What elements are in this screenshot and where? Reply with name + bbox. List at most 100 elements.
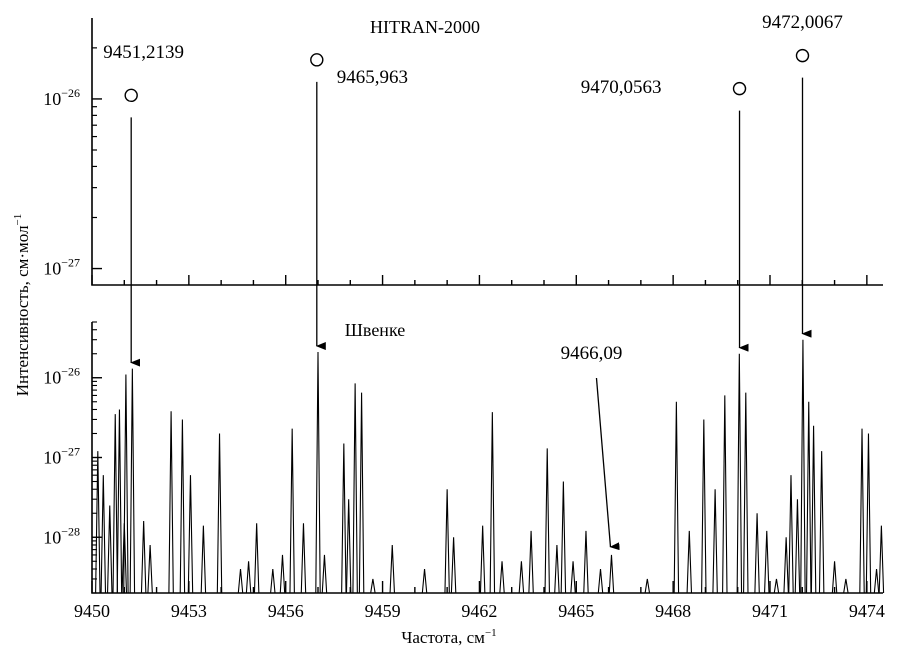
hitran-line-marker	[732, 81, 747, 96]
spectral-line	[754, 513, 760, 594]
spectral-line	[560, 481, 567, 594]
spectral-line	[843, 578, 849, 594]
spectral-line	[554, 544, 560, 594]
spectral-line	[831, 561, 838, 594]
spectral-line	[788, 475, 794, 594]
spectral-line	[300, 523, 307, 594]
spectral-line	[859, 428, 865, 594]
spectral-line	[644, 578, 651, 594]
spectral-line	[100, 475, 107, 594]
spectral-line	[673, 401, 680, 594]
spectral-line	[450, 537, 457, 594]
spectral-line	[743, 392, 749, 594]
spectral-line	[168, 411, 174, 594]
spectral-line	[140, 520, 147, 594]
spectral-line	[216, 433, 223, 594]
spectral-line	[321, 554, 328, 594]
hitran-line-annotation: 9470,0563	[581, 77, 662, 98]
bottom-y-tick-label: 10−28	[43, 524, 80, 547]
spectral-line	[245, 561, 252, 594]
x-tick-label: 9468	[655, 601, 691, 621]
spectral-line	[279, 554, 286, 594]
spectral-line	[444, 489, 450, 594]
x-tick-label: 9462	[461, 601, 497, 621]
schwenke-annotation-arrow	[595, 377, 620, 551]
schwenke-annotation: 9466,09	[561, 343, 623, 364]
spectral-line	[764, 530, 770, 594]
spectral-line	[421, 568, 428, 594]
spectral-line	[570, 561, 576, 594]
bottom-panel-title: Швенке	[345, 320, 405, 340]
spectral-line	[818, 451, 825, 594]
x-axis-label: Частота, см−1	[401, 627, 496, 647]
spectral-line	[315, 352, 321, 594]
spectral-line	[116, 409, 123, 594]
spectral-line	[370, 578, 376, 594]
spectral-line	[583, 530, 589, 594]
spectral-line	[489, 412, 496, 594]
spectral-line	[112, 414, 118, 594]
spectral-line	[608, 554, 615, 594]
spectral-line	[187, 475, 194, 594]
spectral-line	[479, 525, 486, 594]
x-tick-label: 9459	[365, 601, 401, 621]
spectral-line	[129, 368, 136, 594]
hitran-line-annotation: 9465,963	[337, 67, 408, 88]
spectral-line	[147, 544, 153, 594]
x-tick-label: 9471	[752, 601, 788, 621]
spectral-line	[358, 392, 365, 594]
spectral-line	[107, 505, 113, 594]
spectral-line	[237, 568, 244, 594]
top-panel-hitran: HITRAN-2000 10−26 10−27 9451,2139 9465,963 9…	[43, 12, 883, 286]
x-tick-label: 9465	[558, 601, 594, 621]
spectral-line	[200, 525, 207, 594]
spectral-line	[686, 530, 693, 594]
bottom-y-tick-label: 10−27	[43, 445, 80, 468]
x-tick-label: 9453	[171, 601, 207, 621]
top-y-tick-label: 10−26	[43, 86, 80, 109]
bottom-y-tick-label: 10−26	[43, 365, 80, 388]
x-tick-label: 9450	[74, 601, 110, 621]
top-panel-axes	[91, 18, 883, 286]
spectral-line	[783, 537, 789, 594]
spectral-line	[878, 525, 885, 594]
x-tick-label: 9474	[849, 601, 885, 621]
spectral-line	[389, 544, 396, 594]
top-panel-title: HITRAN-2000	[370, 17, 480, 37]
hitran-line-annotation: 9451,2139	[103, 42, 184, 63]
spectral-line	[544, 448, 550, 594]
spectral-line	[179, 419, 186, 594]
spectral-line	[341, 443, 347, 594]
spectral-line	[701, 419, 707, 594]
spectral-line	[773, 578, 780, 594]
spectral-line	[123, 374, 129, 594]
spectral-line	[253, 523, 260, 594]
top-y-tick-label: 10−27	[43, 256, 80, 279]
spectral-line	[873, 568, 880, 594]
spectral-line	[865, 433, 872, 594]
hitran-line-marker	[310, 53, 324, 67]
spectral-line	[528, 530, 534, 594]
hitran-line-annotation: 9472,0067	[762, 12, 843, 33]
spectral-line	[722, 395, 728, 594]
spectral-line	[499, 561, 505, 594]
spectral-line	[736, 353, 743, 594]
spectral-line	[800, 339, 806, 594]
bottom-panel-axes	[91, 322, 883, 594]
spectral-line	[805, 401, 812, 594]
spectral-line	[289, 428, 295, 594]
spectral-line	[95, 451, 101, 594]
spectral-line	[712, 489, 718, 594]
spectral-line	[794, 499, 801, 594]
spectral-line	[352, 383, 358, 594]
hitran-line-marker	[795, 48, 810, 63]
hitran-line-marker	[124, 88, 138, 103]
spectral-line	[345, 499, 352, 594]
y-axis-label: Интенсивность, см·мол−1	[12, 214, 32, 397]
spectral-line	[810, 425, 817, 594]
spectral-line	[518, 561, 525, 594]
spectral-line	[597, 568, 604, 594]
x-tick-label: 9456	[268, 601, 304, 621]
spectral-line	[270, 568, 276, 594]
